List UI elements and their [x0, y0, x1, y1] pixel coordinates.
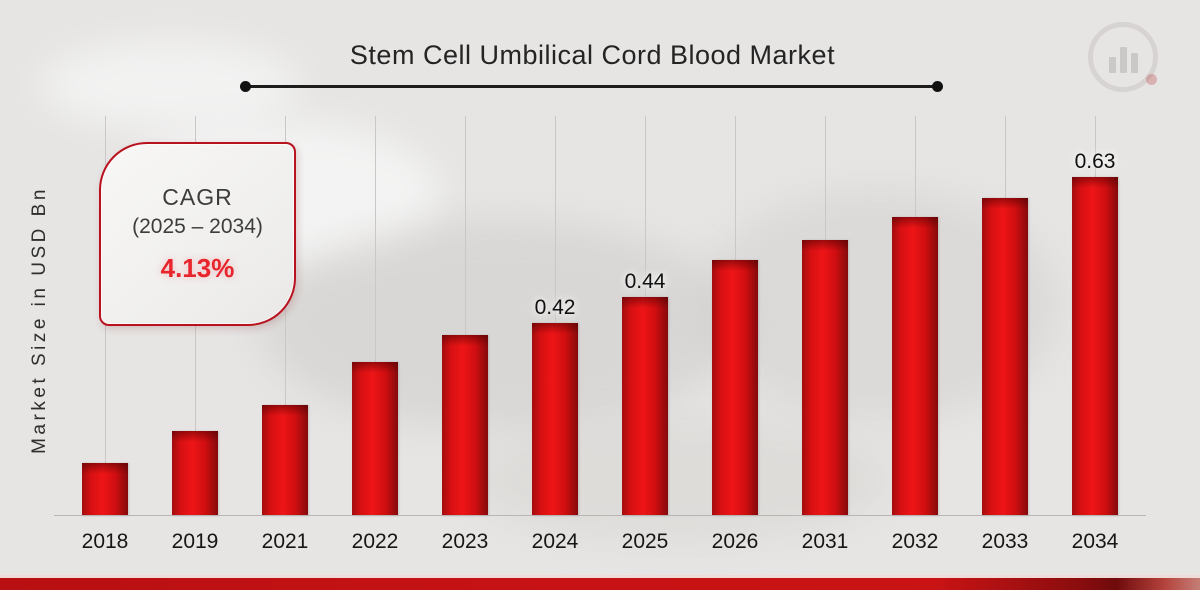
logo-bar-icon — [1109, 57, 1116, 73]
bar-slot-2022: 2022 — [330, 116, 420, 553]
page-title: Stem Cell Umbilical Cord Blood Market — [349, 40, 836, 70]
bar-2034 — [1072, 177, 1118, 516]
logo-bar-icon — [1131, 53, 1138, 73]
bar-slot-2026: 2026 — [690, 116, 780, 553]
logo-bar-icon — [1120, 47, 1127, 73]
bar-slot-2021: 2021 — [240, 116, 330, 553]
x-tick-2033: 2033 — [981, 530, 1029, 553]
gridline — [555, 116, 556, 516]
y-axis-label: Market Size in USD Bn — [29, 186, 50, 454]
value-label-2034: 0.63 — [1074, 150, 1116, 173]
x-tick-2019: 2019 — [171, 530, 219, 553]
gridline — [465, 116, 466, 516]
footer-pink-rule — [0, 575, 1200, 578]
x-tick-2021: 2021 — [261, 530, 309, 553]
bar-2025 — [622, 297, 668, 516]
x-tick-2034: 2034 — [1071, 530, 1119, 553]
bar-2031 — [802, 240, 848, 516]
x-tick-2031: 2031 — [801, 530, 849, 553]
plot-area: 2018 2019 2021 2022 2023 0.42 2024 0.44 2025 2026… — [54, 116, 1146, 553]
x-tick-2023: 2023 — [441, 530, 489, 553]
value-label-2025: 0.44 — [624, 270, 666, 293]
bar-2019 — [172, 431, 218, 516]
cagr-value: 4.13% — [160, 253, 235, 283]
bar-slot-2031: 2031 — [780, 116, 870, 553]
logo-dot-icon — [1146, 74, 1157, 85]
bar-slot-2024: 0.42 2024 — [510, 116, 600, 553]
footer-red-band — [0, 578, 1200, 590]
footer-white-strip — [0, 590, 1200, 600]
bar-slot-2034: 0.63 2034 — [1050, 116, 1140, 553]
bar-2033 — [982, 198, 1028, 516]
bar-2018 — [82, 463, 128, 516]
bar-slot-2033: 2033 — [960, 116, 1050, 553]
title-underline-rule — [240, 81, 943, 92]
x-tick-2022: 2022 — [351, 530, 399, 553]
bar-2026 — [712, 260, 758, 516]
bar-slot-2019: 2019 — [150, 116, 240, 553]
x-tick-2024: 2024 — [531, 530, 579, 553]
bar-2022 — [352, 362, 398, 516]
gridline — [285, 116, 286, 516]
cagr-callout-box: CAGR (2025 – 2034) 4.13% — [99, 142, 296, 326]
bar-2023 — [442, 335, 488, 516]
bar-2021 — [262, 405, 308, 516]
x-tick-2018: 2018 — [81, 530, 129, 553]
cagr-period: (2025 – 2034) — [132, 215, 263, 238]
bar-2024 — [532, 323, 578, 516]
gridline — [375, 116, 376, 516]
bar-2032 — [892, 217, 938, 516]
bar-slot-2023: 2023 — [420, 116, 510, 553]
bar-slot-2025: 0.44 2025 — [600, 116, 690, 553]
x-tick-2025: 2025 — [621, 530, 669, 553]
x-tick-2032: 2032 — [891, 530, 939, 553]
cagr-label: CAGR — [162, 184, 233, 210]
bar-slot-2032: 2032 — [870, 116, 960, 553]
x-tick-2026: 2026 — [711, 530, 759, 553]
market-research-chart-logo-icon — [1088, 22, 1158, 92]
value-label-2024: 0.42 — [534, 296, 576, 319]
